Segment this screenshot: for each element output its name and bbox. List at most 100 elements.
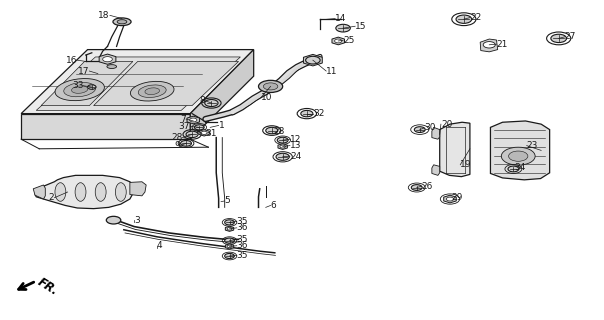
Ellipse shape (75, 183, 86, 201)
Polygon shape (99, 54, 116, 64)
Polygon shape (33, 185, 45, 199)
Text: 20: 20 (441, 120, 452, 129)
Circle shape (225, 238, 234, 243)
Circle shape (414, 127, 425, 132)
Polygon shape (432, 127, 440, 139)
Text: 2: 2 (49, 193, 54, 202)
Text: 3: 3 (134, 216, 140, 225)
Polygon shape (480, 39, 498, 52)
Ellipse shape (107, 65, 117, 68)
Polygon shape (332, 37, 344, 45)
Polygon shape (187, 116, 199, 124)
Circle shape (186, 131, 198, 138)
Circle shape (277, 137, 288, 143)
Text: 36: 36 (237, 241, 248, 250)
Circle shape (190, 118, 197, 122)
Text: FR.: FR. (35, 275, 60, 298)
Polygon shape (130, 182, 146, 196)
Polygon shape (41, 61, 133, 106)
Text: 29: 29 (452, 193, 463, 202)
Text: 33: 33 (72, 81, 83, 90)
Text: 13: 13 (290, 141, 301, 150)
Text: 27: 27 (565, 32, 576, 41)
Text: 17: 17 (78, 67, 89, 76)
Ellipse shape (145, 88, 159, 94)
Ellipse shape (259, 80, 283, 92)
Text: 18: 18 (98, 11, 110, 20)
Ellipse shape (55, 183, 66, 201)
Polygon shape (36, 57, 240, 110)
Ellipse shape (117, 20, 127, 24)
Circle shape (509, 151, 528, 161)
Text: 35: 35 (237, 217, 248, 226)
Text: 4: 4 (157, 241, 162, 250)
Polygon shape (444, 195, 456, 203)
Ellipse shape (263, 83, 278, 90)
Text: 15: 15 (355, 22, 367, 31)
Polygon shape (199, 130, 210, 136)
Circle shape (103, 57, 112, 62)
Circle shape (336, 24, 350, 32)
Text: 26: 26 (422, 182, 433, 191)
Ellipse shape (130, 81, 174, 101)
Circle shape (276, 153, 289, 160)
Text: 11: 11 (326, 67, 338, 76)
Circle shape (483, 42, 495, 48)
Text: 21: 21 (496, 40, 508, 49)
Ellipse shape (71, 86, 88, 93)
Text: 23: 23 (527, 141, 538, 150)
Circle shape (205, 100, 218, 107)
Polygon shape (21, 50, 254, 114)
Circle shape (501, 147, 535, 165)
Polygon shape (432, 165, 440, 175)
Text: 10: 10 (261, 93, 272, 102)
Text: 1: 1 (219, 121, 225, 130)
Text: 7: 7 (180, 115, 186, 124)
Text: 35: 35 (237, 251, 248, 260)
Circle shape (551, 34, 567, 43)
Text: 35: 35 (237, 235, 248, 244)
Circle shape (306, 56, 320, 64)
Circle shape (456, 15, 472, 23)
Text: 37: 37 (179, 122, 190, 131)
Ellipse shape (138, 85, 166, 98)
Text: 22: 22 (470, 13, 481, 22)
Text: 14: 14 (335, 14, 347, 23)
Text: 34: 34 (515, 164, 526, 172)
Circle shape (280, 145, 286, 148)
Text: 19: 19 (460, 160, 472, 169)
Text: 25: 25 (343, 36, 355, 45)
Ellipse shape (64, 83, 95, 97)
Circle shape (181, 140, 191, 146)
Circle shape (227, 228, 232, 230)
Text: 24: 24 (290, 152, 301, 161)
Polygon shape (35, 175, 134, 209)
Text: 32: 32 (313, 109, 324, 118)
Polygon shape (94, 61, 239, 106)
Polygon shape (278, 144, 288, 149)
Ellipse shape (115, 183, 126, 201)
Circle shape (307, 57, 318, 63)
Circle shape (335, 39, 342, 43)
Text: 12: 12 (290, 135, 301, 144)
Polygon shape (225, 244, 234, 249)
Circle shape (227, 245, 232, 248)
Polygon shape (21, 114, 190, 139)
Circle shape (88, 85, 96, 89)
Ellipse shape (113, 18, 131, 26)
Circle shape (446, 197, 454, 201)
Text: 9: 9 (174, 141, 180, 150)
Circle shape (508, 166, 519, 172)
Polygon shape (303, 54, 323, 66)
Polygon shape (490, 121, 550, 180)
Text: 16: 16 (66, 56, 77, 65)
Text: 5: 5 (225, 196, 231, 205)
Ellipse shape (95, 183, 106, 201)
Circle shape (194, 125, 204, 130)
Polygon shape (225, 226, 234, 231)
Text: 8: 8 (199, 96, 205, 105)
Text: 36: 36 (237, 223, 248, 232)
Text: 6: 6 (271, 201, 277, 210)
Text: 28: 28 (171, 133, 182, 142)
Polygon shape (190, 50, 254, 139)
